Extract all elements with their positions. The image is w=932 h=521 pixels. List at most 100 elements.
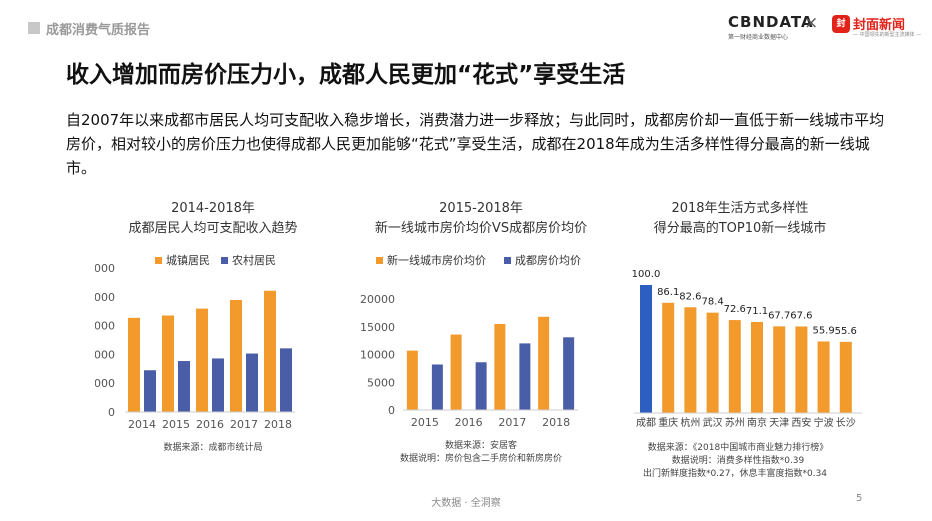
legend-label: 新一线城市房价均价	[387, 253, 486, 267]
x-tick-label: 重庆	[658, 416, 678, 429]
x-tick-label: 南京	[747, 416, 767, 429]
legend-label: 城镇居民	[166, 253, 210, 267]
x-tick-label: 长沙	[836, 417, 856, 429]
page-number: 5	[856, 493, 863, 504]
x-tick-label: 杭州	[680, 416, 700, 429]
data-label: 55.9	[812, 325, 834, 336]
bar	[538, 316, 550, 410]
bar	[431, 364, 443, 410]
legend-label: 农村居民	[232, 253, 276, 267]
x-tick-label: 2018	[542, 416, 570, 429]
x-tick-label: 2015	[162, 418, 190, 431]
x-tick-label: 2017	[498, 416, 526, 429]
x-tick-label: 2015	[411, 416, 439, 429]
y-tick-label: 30000	[95, 320, 115, 333]
legend-label: 成都房价均价	[515, 254, 581, 267]
x-tick-label: 2016	[196, 418, 224, 431]
header-marker	[28, 22, 40, 34]
bar	[178, 361, 190, 412]
data-label: 71.1	[746, 306, 768, 317]
bar	[230, 299, 242, 412]
source-note: 出门新鲜度指数*0.27，休息丰富度指数*0.34	[643, 467, 827, 479]
bar	[406, 350, 418, 410]
y-tick-label: 20000	[360, 293, 395, 306]
source-note: 数据说明：房价包含二手房价和新房房价	[400, 452, 562, 464]
bar	[162, 315, 174, 412]
chart-title: 2014-2018年	[171, 201, 255, 216]
bar	[640, 285, 652, 413]
data-label: 78.4	[701, 297, 723, 308]
bar	[475, 362, 487, 410]
bar	[494, 323, 506, 410]
bar	[662, 302, 675, 413]
chart-title: 2018年生活方式多样性	[671, 200, 808, 216]
bar	[450, 334, 462, 410]
data-label: 72.6	[724, 304, 746, 315]
bar	[212, 358, 224, 412]
source-note: 数据来源：《2018中国城市商业魅力排行榜》	[648, 441, 828, 453]
data-label: 86.1	[657, 287, 679, 298]
chart-subtitle: 得分最高的TOP10新一线城市	[654, 220, 827, 236]
bar	[817, 341, 830, 413]
bar	[144, 370, 156, 412]
data-label: 55.6	[835, 326, 857, 337]
bar	[246, 353, 258, 412]
legend-swatch	[155, 257, 162, 264]
data-label: 67.7	[768, 310, 790, 321]
y-tick-label: 10000	[95, 377, 115, 390]
fengmian-logo-icon: 封	[832, 15, 850, 33]
x-tick-label: 武汉	[703, 416, 723, 429]
bar	[196, 308, 208, 412]
data-label: 67.6	[790, 310, 812, 321]
y-tick-label: 0	[388, 404, 395, 417]
x-tick-label: 宁波	[814, 416, 834, 429]
bar	[773, 326, 786, 413]
data-label: 82.6	[679, 291, 701, 302]
bar	[706, 312, 719, 413]
footer-slogan: 大数据 · 全洞察	[431, 498, 501, 509]
source-note: 数据来源：成都市统计局	[163, 441, 262, 453]
bar	[795, 326, 808, 413]
x-tick-label: 2017	[230, 418, 258, 431]
diversity-chart: 2018年生活方式多样性得分最高的TOP10新一线城市 100.0 成都 86.1 重庆…	[613, 192, 888, 492]
x-tick-label: 天津	[769, 417, 789, 429]
y-tick-label: 50000	[95, 262, 115, 275]
x-tick-label: 2014	[128, 418, 156, 431]
legend-swatch	[504, 257, 511, 264]
y-tick-label: 5000	[367, 376, 395, 389]
bar	[563, 337, 575, 410]
data-label: 100.0	[632, 269, 661, 280]
bar	[684, 307, 697, 413]
cbndata-logo: CBNDATA	[728, 13, 814, 31]
y-tick-label: 20000	[95, 348, 115, 361]
page-title: 收入增加而房价压力小，成都人民更加“花式”享受生活	[66, 62, 626, 88]
intro-paragraph: 自2007年以来成都市居民人均可支配收入稳步增长，消费潜力进一步释放；与此同时，…	[66, 111, 885, 177]
house-price-chart: 2015-2018年新一线城市房价均价VS成都房价均价新一线城市房价均价 成都房价…	[348, 192, 598, 492]
y-tick-label: 40000	[95, 291, 115, 304]
y-tick-label: 0	[108, 406, 115, 419]
source-note: 数据来源：安居客	[445, 439, 517, 451]
x-tick-label: 成都	[636, 417, 656, 429]
bar	[751, 321, 763, 413]
cbndata-logo-sub: 第一财经商业数据中心	[728, 34, 789, 41]
bar	[264, 290, 276, 412]
y-tick-label: 15000	[360, 321, 395, 334]
bar	[519, 343, 531, 410]
chart-subtitle: 成都居民人均可支配收入趋势	[128, 220, 297, 236]
legend-swatch	[221, 257, 228, 264]
fengmian-logo-sub: — 中国领先的新型主流媒体 —	[853, 32, 922, 38]
bar	[280, 348, 292, 412]
x-tick-label: 2016	[455, 416, 483, 429]
bar	[839, 341, 852, 413]
chart-subtitle: 新一线城市房价均价VS成都房价均价	[375, 220, 587, 236]
y-tick-label: 10000	[360, 349, 395, 362]
x-tick-label: 西安	[791, 416, 811, 429]
logo-separator: ×	[804, 13, 819, 33]
fengmian-logo: 封面新闻	[853, 18, 906, 33]
legend-swatch	[376, 257, 383, 264]
chart-title: 2015-2018年	[439, 201, 523, 216]
source-note: 数据说明：消费多样性指数*0.39	[672, 454, 805, 466]
bar	[128, 317, 140, 412]
x-tick-label: 苏州	[725, 416, 745, 429]
